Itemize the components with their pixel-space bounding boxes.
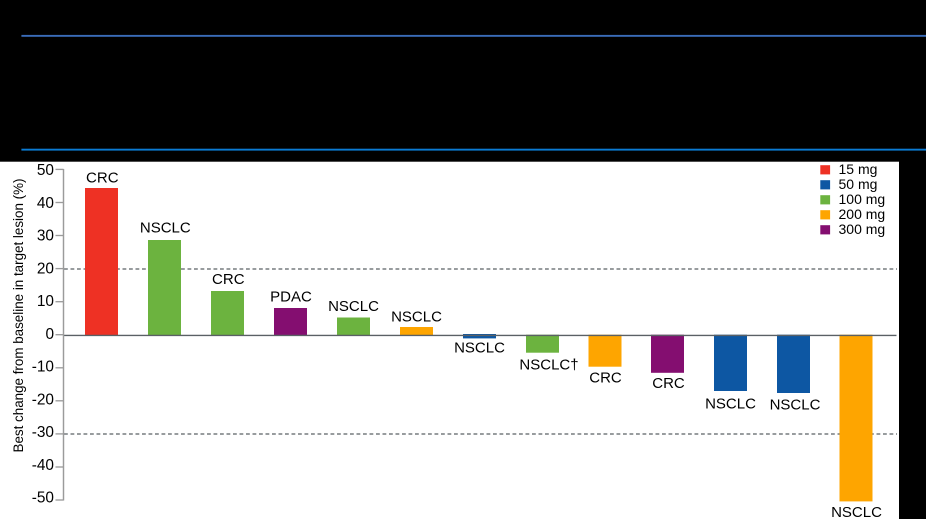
svg-text:PDAC: PDAC [270,288,312,305]
svg-text:300 mg: 300 mg [839,221,886,237]
svg-text:NSCLC: NSCLC [454,340,505,357]
svg-text:40: 40 [37,195,54,212]
svg-text:CRC: CRC [589,370,622,387]
svg-text:NSCLC: NSCLC [328,298,379,315]
svg-text:CRC: CRC [86,169,119,186]
svg-text:NSCLC: NSCLC [140,220,191,237]
svg-text:NSCLC: NSCLC [705,396,756,413]
svg-text:-50: -50 [32,490,54,507]
svg-text:0: 0 [45,326,54,343]
svg-text:30: 30 [37,228,54,245]
svg-text:NSCLC: NSCLC [831,504,882,519]
svg-text:NSCLC†: NSCLC† [519,356,578,373]
svg-text:NSCLC: NSCLC [770,396,821,413]
svg-text:NSCLC: NSCLC [391,309,442,326]
svg-text:200 mg: 200 mg [839,206,886,222]
svg-text:-10: -10 [32,359,54,376]
svg-text:CRC: CRC [212,271,245,288]
svg-text:15 mg: 15 mg [839,161,878,177]
svg-text:100 mg: 100 mg [839,191,886,207]
svg-text:50 mg: 50 mg [839,176,878,192]
svg-text:-40: -40 [32,457,54,474]
svg-text:10: 10 [37,293,54,310]
svg-text:-30: -30 [32,424,54,441]
svg-text:-20: -20 [32,391,54,408]
svg-text:CRC: CRC [652,375,685,392]
svg-text:50: 50 [37,162,54,179]
svg-text:20: 20 [37,260,54,277]
svg-text:Best change from baseline in t: Best change from baseline in target lesi… [11,179,26,453]
